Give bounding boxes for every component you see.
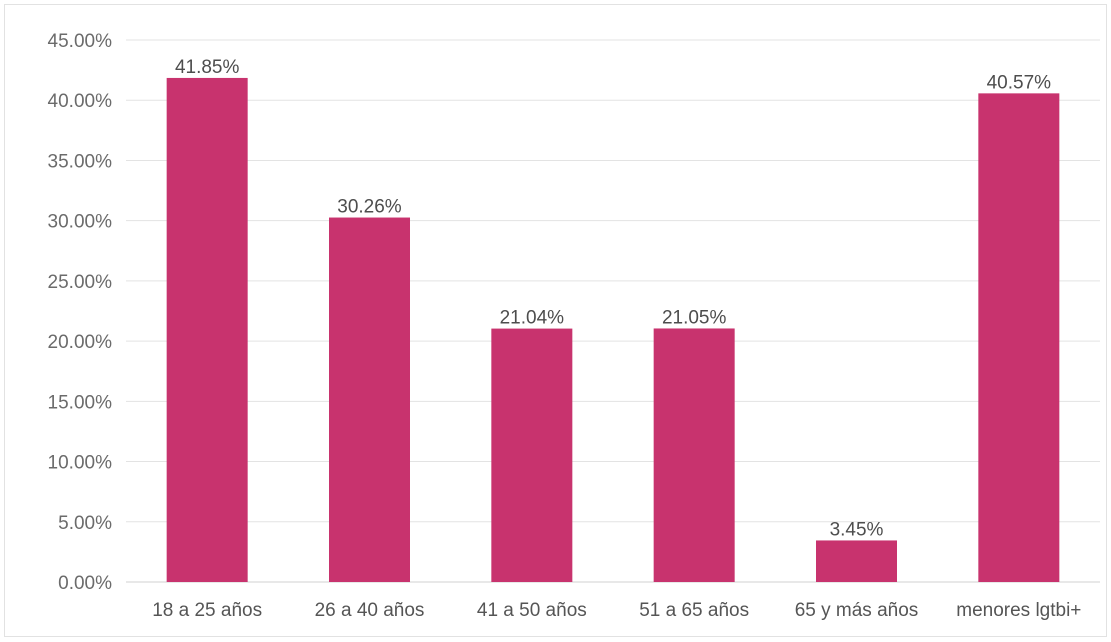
data-label: 21.05% <box>662 307 727 328</box>
x-tick-label: 65 y más años <box>795 600 919 621</box>
y-tick-label: 30.00% <box>48 212 113 233</box>
x-tick-label: 18 a 25 años <box>152 600 262 621</box>
x-tick-label: 41 a 50 años <box>477 600 587 621</box>
grid-layer <box>126 39 1100 583</box>
y-tick-label: 15.00% <box>48 392 113 413</box>
bars <box>166 77 1060 583</box>
bar <box>491 328 573 582</box>
y-tick-label: 45.00% <box>48 31 113 52</box>
x-tick-label: menores lgtbi+ <box>956 600 1081 621</box>
bar <box>653 328 735 582</box>
data-label: 3.45% <box>830 519 884 540</box>
data-label: 21.04% <box>500 308 565 329</box>
y-tick-label: 5.00% <box>58 513 112 534</box>
y-tick-label: 10.00% <box>48 453 113 474</box>
bar <box>978 93 1060 583</box>
data-label: 41.85% <box>175 57 240 78</box>
y-tick-label: 40.00% <box>48 91 113 112</box>
y-tick-label: 20.00% <box>48 332 113 353</box>
data-label: 30.26% <box>337 197 402 218</box>
data-label: 40.57% <box>987 72 1052 93</box>
y-tick-label: 35.00% <box>48 151 113 172</box>
y-tick-label: 0.00% <box>58 573 112 594</box>
x-tick-label: 26 a 40 años <box>315 600 425 621</box>
y-tick-label: 25.00% <box>48 272 113 293</box>
x-axis: 18 a 25 años 26 a 40 años 41 a 50 años 51 a… <box>152 600 1081 621</box>
bar <box>816 540 897 582</box>
bar <box>329 217 410 583</box>
x-tick-label: 51 a 65 años <box>639 600 749 621</box>
data-labels: 41.85% 30.26% 21.04% 21.05% 3.45% 40.57% <box>175 57 1051 541</box>
y-axis: 0.00% 5.00% 10.00% 15.00% 20.00% 25.00% 30.00%… <box>48 31 113 594</box>
bar <box>166 77 248 582</box>
